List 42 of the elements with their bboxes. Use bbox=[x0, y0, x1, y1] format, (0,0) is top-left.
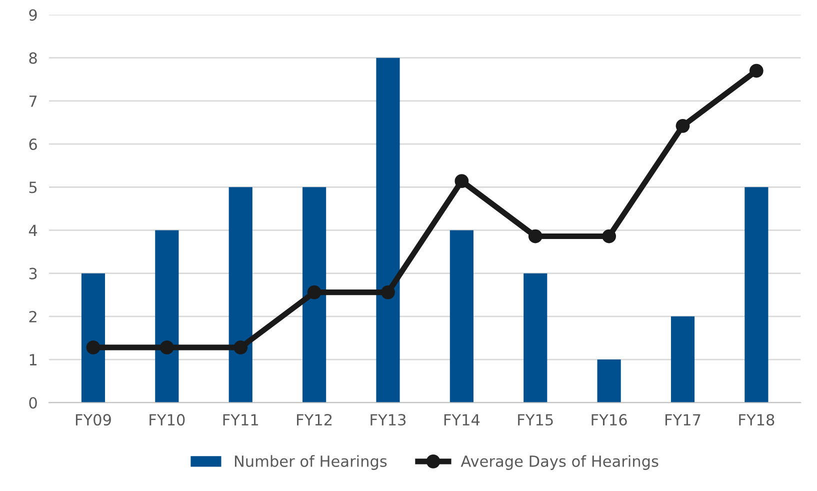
bar bbox=[450, 230, 474, 403]
legend-label: Average Days of Hearings bbox=[460, 455, 658, 470]
point bbox=[454, 174, 469, 188]
y-tick-label: 7 bbox=[29, 96, 37, 107]
point bbox=[160, 340, 174, 354]
x-tick-label: FY17 bbox=[665, 414, 700, 426]
y-tick-label: 0 bbox=[29, 397, 37, 409]
bar bbox=[155, 230, 179, 403]
x-tick-label: FY14 bbox=[444, 414, 480, 426]
point bbox=[307, 285, 322, 300]
y-tick-label: 4 bbox=[28, 224, 38, 236]
bar bbox=[376, 58, 400, 403]
y-tick-label: 6 bbox=[29, 138, 37, 150]
bar bbox=[597, 360, 621, 403]
x-tick-label: FY13 bbox=[370, 414, 406, 426]
y-tick-label: 5 bbox=[29, 182, 37, 194]
bar bbox=[302, 187, 326, 403]
bar bbox=[670, 316, 695, 403]
x-tick-label: FY09 bbox=[76, 414, 111, 426]
point bbox=[381, 285, 395, 300]
bar bbox=[524, 273, 548, 403]
x-tick-label: FY10 bbox=[150, 414, 185, 426]
point bbox=[86, 340, 100, 354]
x-tick-label: FY18 bbox=[739, 414, 774, 426]
y-tick-label: 3 bbox=[29, 268, 37, 280]
y-tick-label: 2 bbox=[29, 310, 36, 322]
point bbox=[750, 64, 764, 78]
x-tick-label: FY16 bbox=[592, 414, 627, 426]
bar bbox=[744, 187, 768, 403]
x-tick-label: FY11 bbox=[223, 414, 258, 426]
point bbox=[602, 229, 616, 244]
point bbox=[528, 229, 542, 244]
y-tick-label: 9 bbox=[29, 9, 37, 21]
point bbox=[234, 340, 248, 354]
legend-label: Number of Hearings bbox=[234, 455, 387, 470]
x-tick-label: FY12 bbox=[297, 414, 332, 426]
x-tick-label: FY15 bbox=[518, 414, 553, 426]
bar bbox=[228, 187, 252, 403]
point bbox=[676, 118, 690, 133]
y-tick-label: 1 bbox=[30, 354, 36, 366]
bar bbox=[81, 273, 106, 403]
y-tick-label: 8 bbox=[29, 52, 37, 64]
